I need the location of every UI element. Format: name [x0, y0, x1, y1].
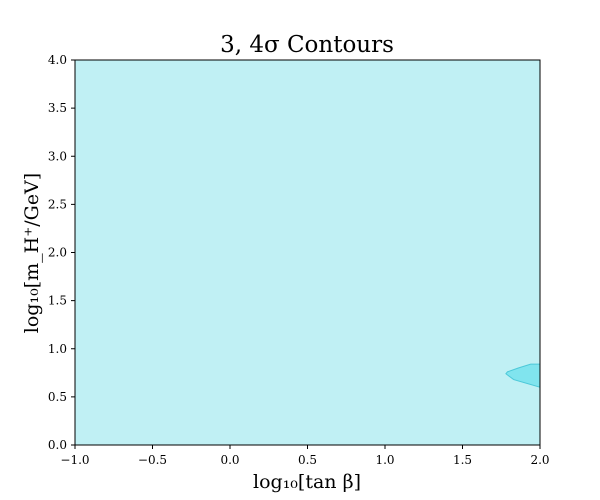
contour-region-outer	[75, 60, 540, 445]
y-tick-label: 4.0	[48, 53, 67, 67]
y-tick-label: 2.0	[48, 246, 67, 260]
y-tick-label: 3.0	[48, 149, 67, 163]
y-tick-label: 2.5	[48, 197, 67, 211]
x-tick-label: 0.5	[298, 453, 317, 467]
chart-title: 3, 4σ Contours	[220, 32, 394, 58]
x-tick-label: 1.5	[453, 453, 472, 467]
x-tick-label: 1.0	[375, 453, 394, 467]
x-axis: −1.0 −0.5 0.0 0.5 1.0 1.5 2.0	[60, 445, 550, 467]
x-axis-label: log₁₀[tan β]	[253, 471, 361, 493]
y-tick-label: 1.5	[48, 294, 67, 308]
x-tick-label: 2.0	[530, 453, 549, 467]
y-axis: 0.0 0.5 1.0 1.5 2.0 2.5 3.0 3.5 4.0	[48, 53, 75, 452]
contour-regions	[75, 60, 541, 445]
y-tick-label: 3.5	[48, 101, 67, 115]
y-tick-label: 0.5	[48, 390, 67, 404]
y-tick-label: 1.0	[48, 342, 67, 356]
contour-region-inner	[505, 363, 541, 388]
y-tick-label: 0.0	[48, 438, 67, 452]
x-tick-label: −0.5	[138, 453, 167, 467]
y-axis-label: log₁₀[m_H⁺/GeV]	[21, 173, 43, 333]
x-tick-label: 0.0	[220, 453, 239, 467]
x-tick-label: −1.0	[60, 453, 89, 467]
